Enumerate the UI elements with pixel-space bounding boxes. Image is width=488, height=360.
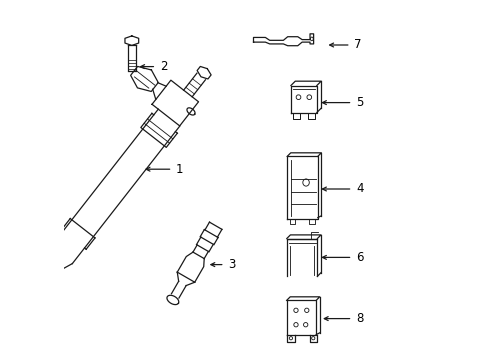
Text: 5: 5 bbox=[355, 96, 363, 109]
Text: 4: 4 bbox=[355, 183, 363, 195]
Text: 1: 1 bbox=[176, 163, 183, 176]
Text: 8: 8 bbox=[355, 312, 363, 325]
Text: 2: 2 bbox=[160, 60, 167, 73]
Text: 3: 3 bbox=[228, 258, 235, 271]
Text: 7: 7 bbox=[354, 39, 361, 51]
Text: 6: 6 bbox=[355, 251, 363, 264]
